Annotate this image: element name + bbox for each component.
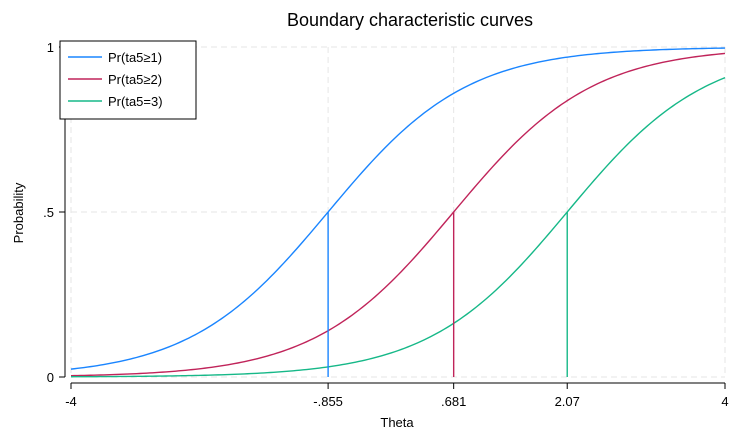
- x-tick-label-4: 4: [721, 394, 728, 409]
- chart-title: Boundary characteristic curves: [287, 10, 533, 30]
- series-group: [70, 47, 726, 378]
- legend-label-1: Pr(ta5≥1): [108, 50, 162, 65]
- series-line-3: [70, 77, 726, 378]
- legend-box: [59, 40, 197, 120]
- reference-lines: [327, 212, 568, 377]
- legend: Pr(ta5≥1) Pr(ta5≥2) Pr(ta5=3): [59, 40, 197, 120]
- y-axis-title: Probability: [11, 182, 26, 243]
- x-tick-label-2: .681: [441, 394, 466, 409]
- x-axis-title: Theta: [380, 415, 414, 430]
- x-tick-label-0: -4: [65, 394, 77, 409]
- series-line-1: [70, 47, 726, 370]
- x-tick-label-1: -.855: [313, 394, 343, 409]
- y-tick-label-2: 1: [47, 40, 54, 55]
- legend-label-3: Pr(ta5=3): [108, 94, 163, 109]
- x-tick-label-3: 2.07: [555, 394, 580, 409]
- legend-label-2: Pr(ta5≥2): [108, 72, 162, 87]
- y-tick-label-1: .5: [43, 205, 54, 220]
- y-tick-label-0: 0: [47, 370, 54, 385]
- series-line-2: [70, 52, 726, 377]
